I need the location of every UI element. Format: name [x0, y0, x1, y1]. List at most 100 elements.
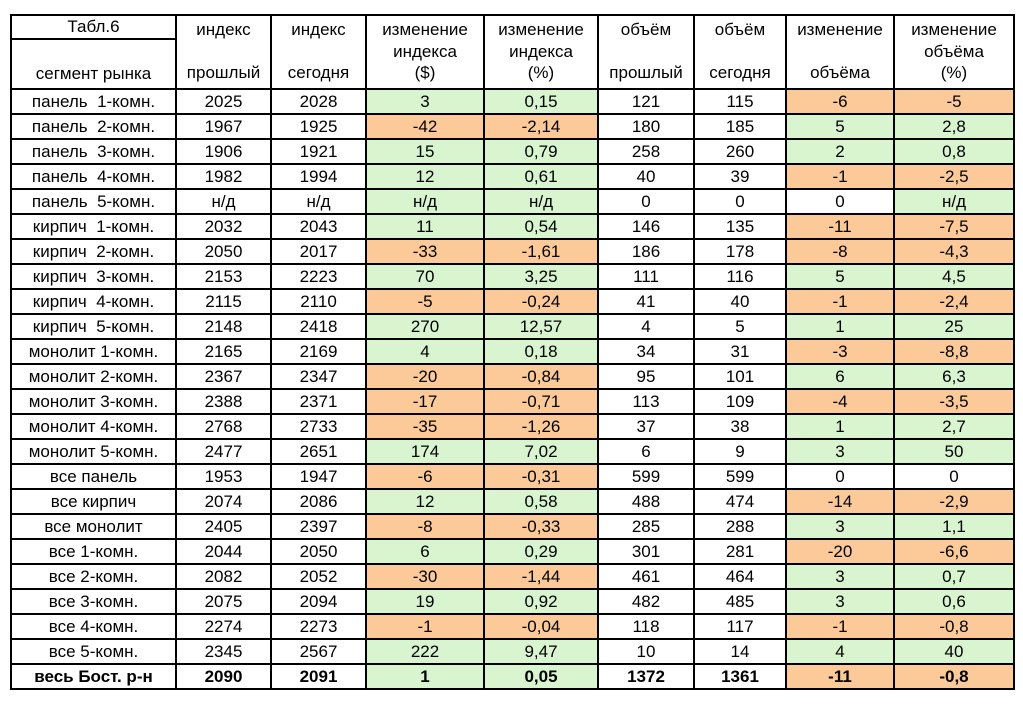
cell-volume-change-pct: 0 — [893, 463, 1015, 490]
cell-volume-change: -11 — [785, 663, 895, 690]
cell-volume-change: -3 — [785, 338, 895, 365]
cell-volume-change: -11 — [785, 213, 895, 240]
cell-volume-today: 39 — [693, 163, 787, 190]
cell-index-change-pct: н/д — [483, 188, 599, 215]
cell-volume-change: -1 — [785, 613, 895, 640]
segment-label-cell: все 4-комн. — [10, 613, 177, 640]
cell-volume-prev: 186 — [597, 238, 695, 265]
cell-volume-change: -1 — [785, 163, 895, 190]
cell-index-change-usd: 6 — [365, 538, 485, 565]
cell-volume-change-pct: 2,7 — [893, 413, 1015, 440]
cell-index-today: 2169 — [270, 338, 367, 365]
cell-index-change-pct: -0,04 — [483, 613, 599, 640]
cell-volume-today: 281 — [693, 538, 787, 565]
table-row: монолит 5-комн. 2477 2651 174 7,02 6 9 3 50 — [10, 438, 1015, 465]
cell-index-prev: 2153 — [175, 263, 272, 290]
segment-label-cell: кирпич 3-комн. — [10, 263, 177, 290]
cell-volume-change-pct: 4,5 — [893, 263, 1015, 290]
table-title: Табл.6 — [13, 17, 174, 40]
cell-index-today: 2091 — [270, 663, 367, 690]
cell-volume-prev: 95 — [597, 363, 695, 390]
cell-index-change-usd: 19 — [365, 588, 485, 615]
segment-label-cell: монолит 5-комн. — [10, 438, 177, 465]
column-header-index-change-usd: изменение индекса ($) — [365, 14, 485, 90]
cell-index-prev: 2165 — [175, 338, 272, 365]
cell-volume-today: 9 — [693, 438, 787, 465]
column-header-line: ($) — [414, 63, 436, 82]
cell-volume-today: 101 — [693, 363, 787, 390]
cell-index-today: 2043 — [270, 213, 367, 240]
table-row: панель 1-комн. 2025 2028 3 0,15 121 115 -6 -5 — [10, 88, 1015, 115]
cell-volume-today: 135 — [693, 213, 787, 240]
cell-index-change-pct: -1,44 — [483, 563, 599, 590]
cell-volume-change-pct: -4,3 — [893, 238, 1015, 265]
table-row: все 5-комн. 2345 2567 222 9,47 10 14 4 40 — [10, 638, 1015, 665]
cell-volume-prev: 461 — [597, 563, 695, 590]
segment-label-cell: все монолит — [10, 513, 177, 540]
cell-index-today: 1947 — [270, 463, 367, 490]
cell-volume-change-pct: н/д — [893, 188, 1015, 215]
column-header-line: объёма — [924, 41, 984, 61]
segment-label-cell: все 2-комн. — [10, 563, 177, 590]
cell-volume-prev: 10 — [597, 638, 695, 665]
cell-index-prev: 2405 — [175, 513, 272, 540]
cell-volume-change-pct: -0,8 — [893, 663, 1015, 690]
column-header-line: индекса — [393, 41, 457, 61]
cell-index-change-pct: 0,92 — [483, 588, 599, 615]
cell-index-prev: 2050 — [175, 238, 272, 265]
table-row: все 2-комн. 2082 2052 -30 -1,44 461 464 3 0,7 — [10, 563, 1015, 590]
cell-volume-change-pct: 6,3 — [893, 363, 1015, 390]
segment-label-cell: все 1-комн. — [10, 538, 177, 565]
cell-volume-change: 3 — [785, 513, 895, 540]
cell-index-prev: 1982 — [175, 163, 272, 190]
cell-index-change-pct: 0,18 — [483, 338, 599, 365]
segment-label-cell: панель 4-комн. — [10, 163, 177, 190]
cell-volume-prev: 4 — [597, 313, 695, 340]
cell-volume-change-pct: 2,8 — [893, 113, 1015, 140]
cell-volume-today: 109 — [693, 388, 787, 415]
cell-volume-today: 474 — [693, 488, 787, 515]
column-header-line: объёма — [810, 63, 870, 82]
cell-index-prev: 2477 — [175, 438, 272, 465]
cell-volume-change-pct: -7,5 — [893, 213, 1015, 240]
cell-volume-today: 14 — [693, 638, 787, 665]
cell-index-prev: 1953 — [175, 463, 272, 490]
column-header-line: объём — [714, 20, 766, 39]
cell-volume-prev: 111 — [597, 263, 695, 290]
table-row: монолит 4-комн. 2768 2733 -35 -1,26 37 38 1 2,7 — [10, 413, 1015, 440]
cell-index-today: 2110 — [270, 288, 367, 315]
cell-index-today: 2094 — [270, 588, 367, 615]
cell-volume-change-pct: 1,1 — [893, 513, 1015, 540]
cell-index-prev: 2768 — [175, 413, 272, 440]
cell-volume-prev: 1372 — [597, 663, 695, 690]
cell-volume-change: -20 — [785, 538, 895, 565]
cell-volume-today: 5 — [693, 313, 787, 340]
column-header-line: (%) — [527, 63, 555, 82]
segment-label-cell: весь Бост. р-н — [10, 663, 177, 690]
cell-volume-today: 260 — [693, 138, 787, 165]
cell-index-today: н/д — [270, 188, 367, 215]
cell-volume-change-pct: -2,9 — [893, 488, 1015, 515]
column-header-line: изменение — [498, 20, 584, 39]
total-row: весь Бост. р-н 2090 2091 1 0,05 1372 1361 -11 -0… — [10, 663, 1015, 690]
cell-index-change-usd: 270 — [365, 313, 485, 340]
cell-volume-change-pct: 40 — [893, 638, 1015, 665]
cell-volume-change: -6 — [785, 88, 895, 115]
column-header-line: изменение — [382, 20, 468, 39]
cell-index-today: 2371 — [270, 388, 367, 415]
cell-index-change-usd: -17 — [365, 388, 485, 415]
column-header-line: изменение — [797, 20, 883, 39]
cell-index-change-usd: -1 — [365, 613, 485, 640]
table-row: кирпич 1-комн. 2032 2043 11 0,54 146 135 -11 -7,… — [10, 213, 1015, 240]
table-row: кирпич 4-комн. 2115 2110 -5 -0,24 41 40 -1 -2,4 — [10, 288, 1015, 315]
cell-index-change-pct: 0,15 — [483, 88, 599, 115]
segment-label-cell: кирпич 2-комн. — [10, 238, 177, 265]
cell-volume-prev: 118 — [597, 613, 695, 640]
cell-index-prev: 2044 — [175, 538, 272, 565]
cell-index-today: 2651 — [270, 438, 367, 465]
segment-label-cell: панель 2-комн. — [10, 113, 177, 140]
cell-index-prev: 2082 — [175, 563, 272, 590]
cell-volume-today: 0 — [693, 188, 787, 215]
cell-index-prev: 2148 — [175, 313, 272, 340]
